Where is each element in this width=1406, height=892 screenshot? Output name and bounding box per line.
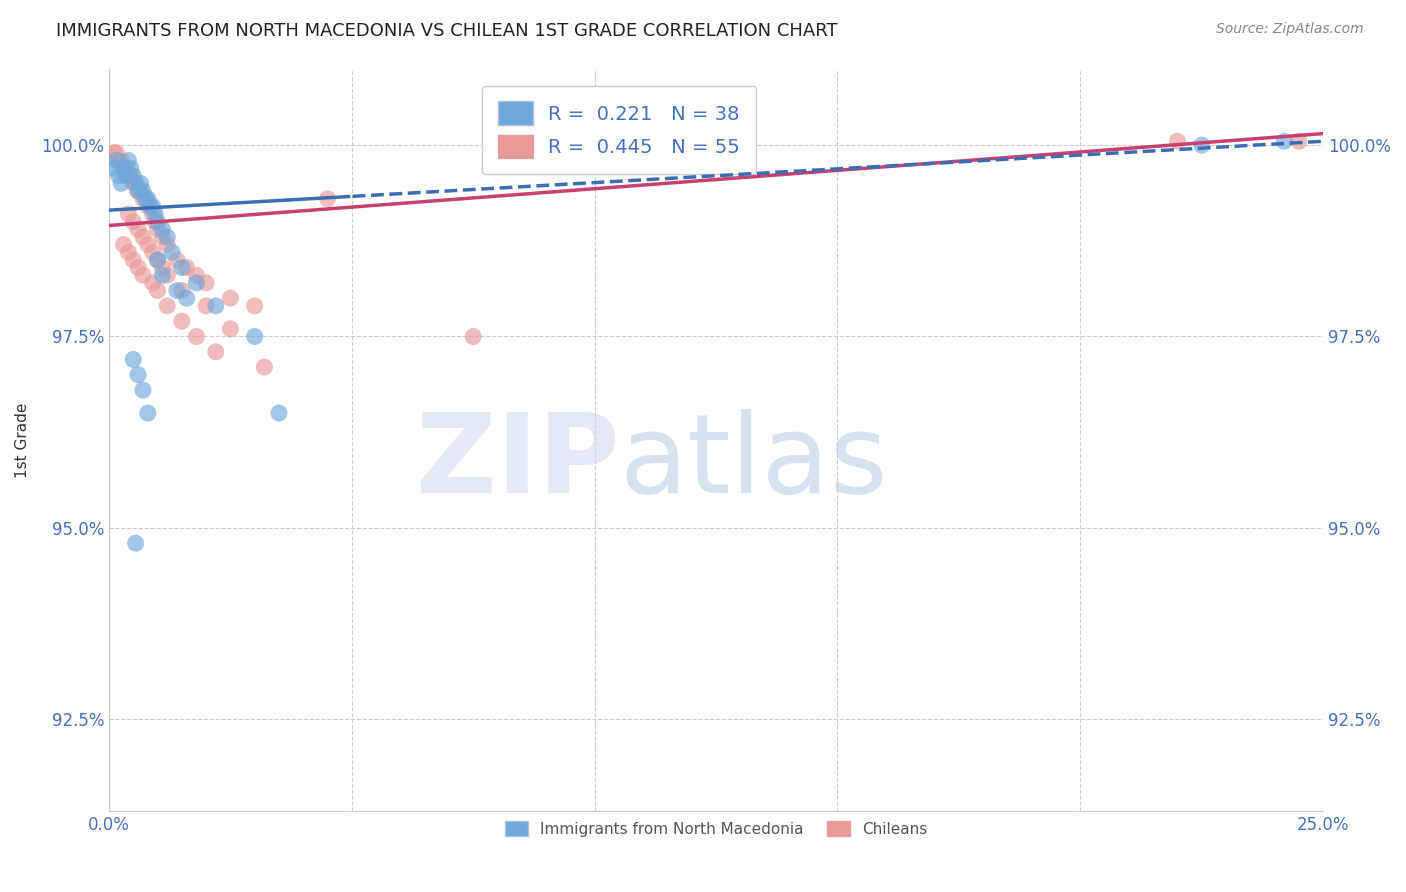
Point xyxy=(129,177,152,191)
Point xyxy=(219,322,242,336)
Point xyxy=(107,169,129,183)
Point xyxy=(204,344,226,359)
Point xyxy=(112,161,135,175)
Point xyxy=(112,237,135,252)
Point xyxy=(1288,134,1310,148)
Point xyxy=(112,161,135,175)
Point xyxy=(136,199,159,213)
Point xyxy=(107,153,129,168)
Point xyxy=(103,145,125,160)
Point xyxy=(463,329,485,343)
Point xyxy=(127,184,149,198)
Point xyxy=(195,276,218,290)
Point xyxy=(136,406,159,420)
Point xyxy=(146,252,169,267)
Point xyxy=(110,153,132,168)
Point xyxy=(120,169,142,183)
Point xyxy=(122,352,145,367)
Point xyxy=(105,153,128,168)
Point xyxy=(125,536,148,550)
Point xyxy=(122,252,145,267)
Point xyxy=(125,177,148,191)
Point xyxy=(142,245,165,260)
Text: atlas: atlas xyxy=(619,409,887,516)
Point xyxy=(132,230,155,244)
Point xyxy=(142,207,165,221)
Point xyxy=(117,153,139,168)
Point xyxy=(142,199,165,213)
Point xyxy=(1191,138,1213,153)
Point xyxy=(195,299,218,313)
Point xyxy=(170,314,193,328)
Point xyxy=(127,222,149,236)
Point xyxy=(243,299,266,313)
Point xyxy=(132,184,155,198)
Point xyxy=(139,199,162,213)
Point xyxy=(170,260,193,275)
Point xyxy=(156,299,179,313)
Point xyxy=(117,245,139,260)
Point xyxy=(125,177,148,191)
Point xyxy=(122,177,145,191)
Point xyxy=(156,237,179,252)
Point xyxy=(316,192,339,206)
Text: Source: ZipAtlas.com: Source: ZipAtlas.com xyxy=(1216,22,1364,37)
Point xyxy=(160,245,183,260)
Point xyxy=(134,192,156,206)
Point xyxy=(143,214,166,228)
Point xyxy=(136,192,159,206)
Text: IMMIGRANTS FROM NORTH MACEDONIA VS CHILEAN 1ST GRADE CORRELATION CHART: IMMIGRANTS FROM NORTH MACEDONIA VS CHILE… xyxy=(56,22,838,40)
Point xyxy=(115,161,138,175)
Point xyxy=(152,230,174,244)
Point xyxy=(115,169,138,183)
Point xyxy=(204,299,226,313)
Point xyxy=(122,169,145,183)
Point xyxy=(156,230,179,244)
Point xyxy=(132,268,155,283)
Point xyxy=(134,192,156,206)
Point xyxy=(146,222,169,236)
Point xyxy=(186,276,208,290)
Point xyxy=(186,329,208,343)
Legend: Immigrants from North Macedonia, Chileans: Immigrants from North Macedonia, Chilean… xyxy=(498,814,935,845)
Text: ZIP: ZIP xyxy=(416,409,619,516)
Point xyxy=(105,145,128,160)
Point xyxy=(146,252,169,267)
Point xyxy=(132,192,155,206)
Point xyxy=(129,184,152,198)
Point xyxy=(166,252,188,267)
Point xyxy=(139,199,162,213)
Point xyxy=(127,184,149,198)
Point xyxy=(132,383,155,397)
Point xyxy=(117,207,139,221)
Point xyxy=(127,368,149,382)
Point xyxy=(110,177,132,191)
Y-axis label: 1st Grade: 1st Grade xyxy=(15,402,30,477)
Point xyxy=(127,260,149,275)
Point xyxy=(176,260,198,275)
Point xyxy=(117,169,139,183)
Point xyxy=(219,291,242,305)
Point xyxy=(143,207,166,221)
Point xyxy=(152,260,174,275)
Point xyxy=(1272,134,1295,148)
Point xyxy=(267,406,290,420)
Point xyxy=(253,360,276,375)
Point xyxy=(1166,134,1188,148)
Point xyxy=(146,284,169,298)
Point xyxy=(152,268,174,283)
Point xyxy=(186,268,208,283)
Point xyxy=(176,291,198,305)
Point xyxy=(170,284,193,298)
Point xyxy=(166,284,188,298)
Point xyxy=(243,329,266,343)
Point xyxy=(136,237,159,252)
Point xyxy=(122,214,145,228)
Point xyxy=(103,161,125,175)
Point xyxy=(142,276,165,290)
Point xyxy=(156,268,179,283)
Point xyxy=(146,214,169,228)
Point xyxy=(152,222,174,236)
Point xyxy=(120,161,142,175)
